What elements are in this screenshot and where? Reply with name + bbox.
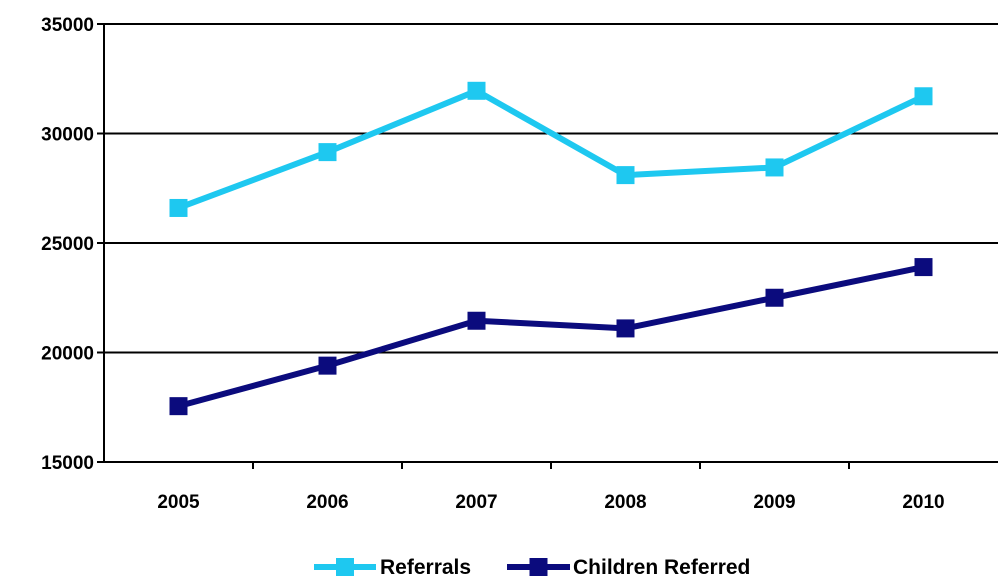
data-point-marker: [467, 311, 486, 330]
data-point-marker: [765, 288, 784, 307]
data-point-marker: [467, 81, 486, 100]
data-point-marker: [169, 198, 188, 217]
data-point-marker: [318, 143, 337, 162]
legend-label: Children Referred: [573, 556, 750, 579]
series-group: [169, 81, 933, 416]
legend-item: Referrals: [314, 556, 471, 579]
legend-swatch-marker: [529, 558, 548, 576]
data-point-marker: [616, 319, 635, 338]
legend-label: Referrals: [380, 556, 471, 579]
x-tick-label: 2005: [157, 492, 200, 513]
x-tick-label: 2008: [604, 492, 646, 513]
series-line: [175, 264, 927, 410]
data-point-marker: [169, 397, 188, 416]
y-tick-label: 15000: [41, 453, 94, 474]
y-tick-label: 30000: [41, 125, 94, 146]
data-point-marker: [914, 258, 933, 277]
x-tick-label: 2009: [753, 492, 795, 513]
legend-swatch-marker: [336, 558, 354, 576]
data-point-marker: [318, 356, 337, 375]
data-point-marker: [765, 158, 784, 177]
x-tick-label: 2007: [455, 492, 497, 513]
data-point-marker: [616, 166, 635, 185]
x-tick-label: 2010: [902, 492, 944, 513]
data-point-marker: [914, 87, 933, 106]
y-tick-label: 20000: [41, 344, 94, 365]
y-tick-label: 35000: [41, 15, 94, 36]
y-tick-label: 25000: [41, 234, 94, 255]
series-children-referred: [169, 258, 933, 416]
series-referrals: [169, 81, 933, 217]
series-line: [175, 87, 927, 211]
legend-item: Children Referred: [507, 556, 750, 579]
x-tick-label: 2006: [306, 492, 348, 513]
y-axis: 15000 20000 25000 30000 35000: [41, 15, 105, 474]
x-axis: 2005 2006 2007 2008 2009 2010: [104, 461, 998, 513]
legend: Referrals Children Referred: [314, 556, 750, 579]
